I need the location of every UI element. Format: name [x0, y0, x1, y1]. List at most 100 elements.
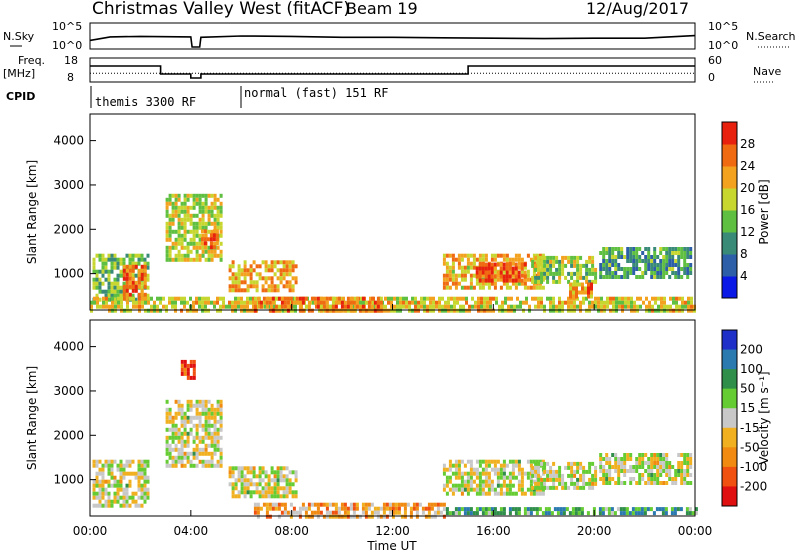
- power-cell: [213, 225, 217, 230]
- velocity-cell: [343, 502, 347, 507]
- power-cell: [546, 279, 550, 284]
- velocity-cell: [552, 481, 556, 486]
- power-cell: [523, 285, 527, 290]
- velocity-cell: [180, 455, 184, 460]
- velocity-cell: [177, 427, 181, 432]
- velocity-cell: [517, 459, 521, 464]
- power-cell: [285, 264, 289, 269]
- power-cell: [393, 308, 396, 313]
- power-cell: [376, 304, 380, 309]
- velocity-cell: [499, 463, 503, 468]
- velocity-cell: [541, 459, 545, 464]
- power-cell: [590, 290, 593, 295]
- velocity-cell: [442, 483, 446, 488]
- power-cell: [222, 296, 225, 301]
- power-cell: [177, 213, 181, 218]
- power-cell: [481, 266, 485, 271]
- velocity-cell: [576, 461, 580, 466]
- power-cell: [435, 304, 438, 309]
- power-cell: [364, 300, 368, 305]
- power-cell: [633, 300, 636, 305]
- power-cell: [107, 273, 111, 278]
- power-cell: [579, 300, 582, 305]
- power-cell: [361, 296, 365, 301]
- power-cell: [502, 257, 506, 262]
- velocity-cell: [656, 461, 660, 465]
- power-ylabel: Slant Range [km]: [25, 160, 39, 264]
- power-cell: [668, 251, 672, 255]
- velocity-cell: [454, 471, 458, 476]
- power-cell: [270, 284, 274, 289]
- velocity-cell: [505, 475, 509, 480]
- velocity-cell: [273, 482, 277, 487]
- power-cell: [514, 278, 518, 283]
- power-cell: [573, 263, 577, 268]
- power-cell: [171, 300, 174, 305]
- velocity-cell: [195, 415, 199, 420]
- velocity-cell: [427, 502, 431, 507]
- velocity-cell: [125, 487, 129, 492]
- velocity-cell: [427, 506, 431, 511]
- power-cell: [639, 296, 642, 301]
- velocity-cell: [195, 431, 199, 436]
- power-cell: [231, 308, 234, 313]
- power-cell: [650, 263, 654, 267]
- velocity-cell: [547, 507, 551, 512]
- power-cell: [340, 304, 344, 309]
- power-cell: [108, 304, 111, 309]
- velocity-cell: [683, 473, 687, 477]
- velocity-cell: [92, 491, 96, 496]
- y-tick-label: 3000: [53, 384, 84, 398]
- power-cell: [623, 275, 627, 279]
- power-cell: [635, 251, 639, 255]
- power-cell: [690, 308, 693, 313]
- velocity-cell: [165, 435, 169, 440]
- velocity-cell: [231, 474, 235, 479]
- velocity-cell: [113, 475, 117, 480]
- power-cell: [174, 209, 178, 214]
- velocity-cell: [265, 502, 269, 507]
- power-cell: [540, 304, 543, 309]
- velocity-cell: [122, 495, 126, 500]
- velocity-cell: [119, 463, 123, 468]
- power-cell: [261, 276, 265, 281]
- power-cell: [234, 284, 238, 289]
- velocity-cell: [493, 487, 497, 492]
- power-cell: [131, 268, 135, 273]
- velocity-cell: [307, 502, 311, 507]
- velocity-cell: [370, 502, 374, 507]
- velocity-cell: [325, 506, 329, 511]
- power-cell: [279, 304, 282, 309]
- power-cell: [505, 281, 509, 286]
- power-cell: [662, 259, 666, 263]
- power-cell: [267, 268, 271, 273]
- velocity-cell: [622, 507, 626, 512]
- power-cell: [466, 253, 470, 258]
- power-cell: [116, 257, 120, 262]
- velocity-cell: [585, 469, 589, 474]
- power-cell: [174, 308, 177, 313]
- power-cell: [116, 273, 120, 278]
- power-cell: [608, 255, 612, 259]
- velocity-cell: [683, 481, 687, 485]
- velocity-cell: [661, 511, 665, 516]
- velocity-cell: [457, 467, 461, 472]
- velocity-cell: [484, 471, 488, 476]
- power-cell: [107, 285, 111, 290]
- power-cell: [558, 271, 562, 276]
- velocity-cell: [529, 511, 533, 516]
- power-cell: [674, 263, 678, 267]
- power-cell: [606, 304, 609, 309]
- power-cell: [537, 296, 540, 301]
- velocity-cell: [131, 491, 135, 496]
- velocity-cell: [531, 485, 535, 490]
- power-cell: [668, 255, 672, 259]
- power-cell: [581, 286, 584, 291]
- power-cell: [541, 285, 545, 290]
- velocity-cell: [122, 467, 126, 472]
- velocity-cell: [647, 481, 651, 485]
- velocity-cell: [484, 507, 488, 512]
- power-cell: [228, 276, 232, 281]
- power-cell: [475, 281, 479, 286]
- velocity-cell: [505, 463, 509, 468]
